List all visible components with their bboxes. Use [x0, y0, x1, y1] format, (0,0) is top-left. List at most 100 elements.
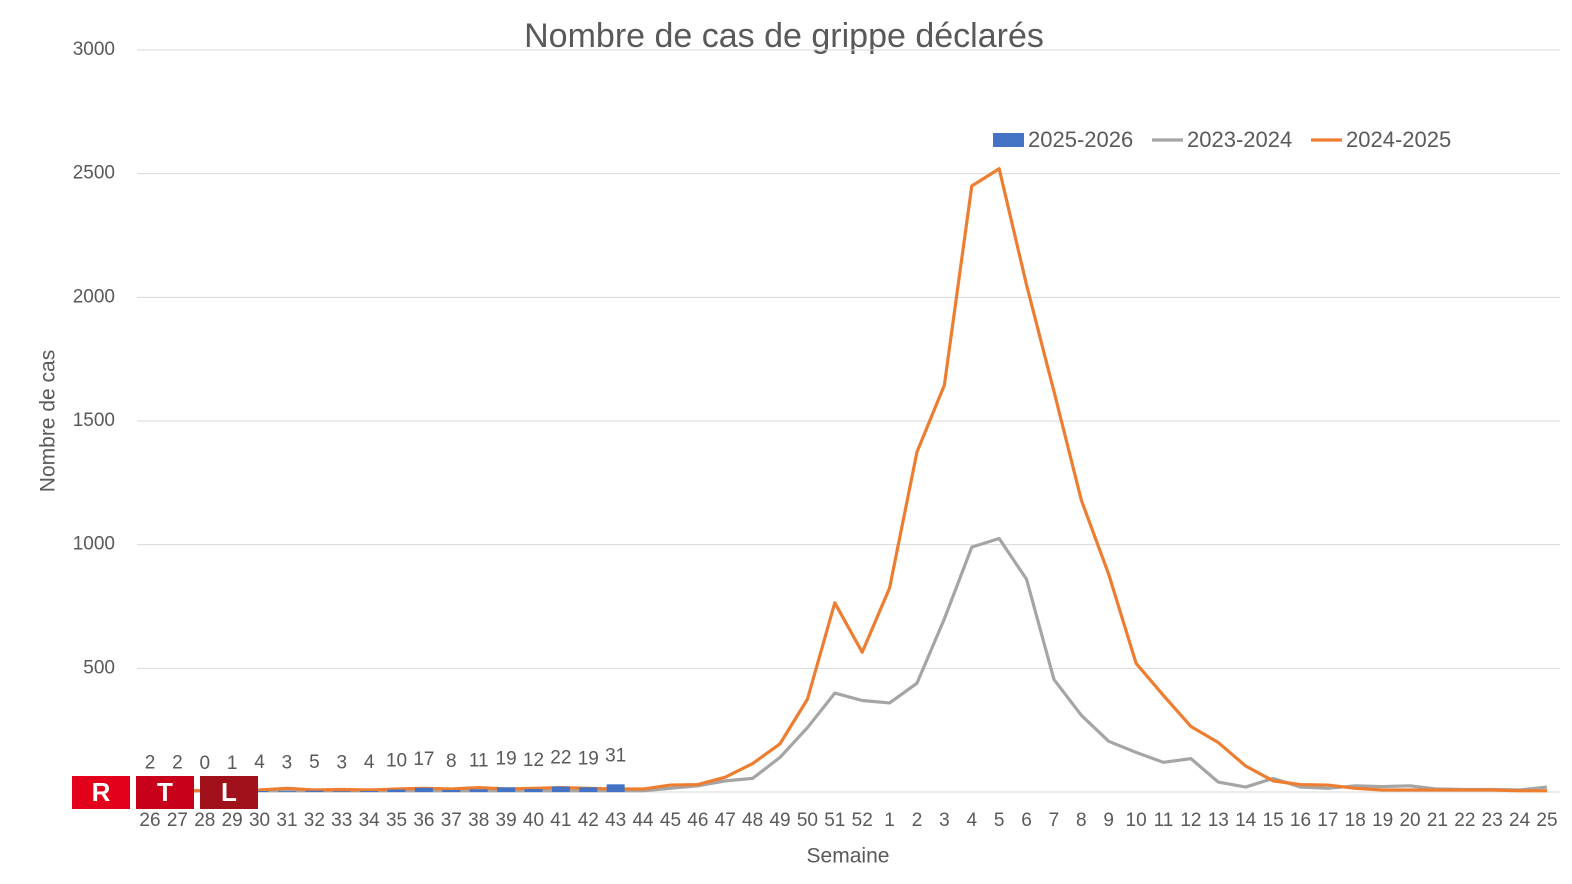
data-label: 19 [578, 748, 599, 769]
x-tick-label: 31 [276, 810, 297, 831]
x-tick-label: 39 [496, 810, 517, 831]
x-tick-label: 3 [939, 810, 950, 831]
bar [332, 791, 351, 792]
x-tick-label: 7 [1049, 810, 1060, 831]
bar [551, 786, 570, 792]
legend-label: 2024-2025 [1346, 127, 1451, 152]
x-tick-label: 8 [1076, 810, 1087, 831]
logo-letter: L [221, 777, 237, 807]
legend-label: 2025-2026 [1028, 127, 1133, 152]
y-tick-label: 3000 [73, 39, 115, 60]
y-tick-label: 1000 [73, 534, 115, 555]
x-tick-label: 24 [1509, 810, 1531, 831]
data-label: 1 [227, 753, 238, 774]
x-tick-label: 17 [1317, 810, 1338, 831]
x-tick-label: 48 [742, 810, 763, 831]
data-label: 4 [254, 752, 265, 773]
x-tick-label: 38 [468, 810, 489, 831]
bar [387, 789, 406, 792]
data-label: 3 [336, 752, 347, 773]
logo-box [200, 776, 258, 809]
y-axis-title: Nombre de cas [37, 350, 60, 492]
x-tick-label: 1 [884, 810, 895, 831]
data-label: 0 [199, 753, 210, 774]
legend-swatch [993, 133, 1024, 147]
x-tick-label: 19 [1372, 810, 1393, 831]
grid: 0500100015002000250030002627282930313233… [73, 39, 1560, 831]
legend: 2025-2026 2023-2024 2024-2025 [993, 127, 1451, 152]
x-tick-label: 36 [413, 810, 434, 831]
x-tick-label: 23 [1482, 810, 1503, 831]
bar [442, 790, 461, 792]
x-tick-label: 40 [523, 810, 544, 831]
x-tick-label: 26 [139, 810, 160, 831]
data-label: 8 [446, 751, 457, 772]
bar [305, 790, 324, 792]
x-tick-label: 22 [1454, 810, 1475, 831]
data-label: 3 [282, 752, 293, 773]
data-label: 31 [605, 745, 626, 766]
data-label: 19 [496, 748, 517, 769]
bar [579, 787, 598, 792]
x-tick-label: 20 [1399, 810, 1420, 831]
data-label: 4 [364, 752, 375, 773]
data-label: 5 [309, 752, 320, 773]
y-tick-label: 2500 [73, 163, 115, 184]
line [150, 167, 1547, 793]
legend-label: 2023-2024 [1187, 127, 1292, 152]
x-tick-label: 16 [1290, 810, 1311, 831]
data-label: 11 [469, 750, 489, 771]
logo-letter: T [157, 777, 173, 807]
plot-area: 2 2 0 1 4 3 5 3 4 10 17 8 11 19 12 22 19 31 [141, 167, 1548, 793]
x-tick-label: 33 [331, 810, 352, 831]
x-tick-label: 25 [1536, 810, 1557, 831]
x-tick-label: 5 [994, 810, 1005, 831]
data-label: 17 [413, 749, 434, 770]
x-tick-label: 2 [912, 810, 923, 831]
bar [524, 789, 543, 792]
x-tick-label: 49 [769, 810, 790, 831]
x-tick-label: 12 [1180, 810, 1201, 831]
x-tick-label: 14 [1235, 810, 1257, 831]
x-tick-label: 30 [249, 810, 270, 831]
x-tick-label: 50 [797, 810, 818, 831]
bar [360, 791, 379, 792]
x-tick-label: 4 [966, 810, 977, 831]
x-tick-label: 28 [194, 810, 215, 831]
y-tick-label: 1500 [73, 410, 115, 431]
y-tick-label: 2000 [73, 286, 115, 307]
x-tick-label: 52 [852, 810, 873, 831]
bar [414, 787, 433, 792]
x-tick-label: 43 [605, 810, 626, 831]
x-tick-label: 32 [304, 810, 325, 831]
logo-box [72, 776, 130, 809]
x-tick-label: 11 [1154, 810, 1174, 831]
x-tick-label: 42 [578, 810, 599, 831]
bar [277, 791, 296, 792]
data-label: 10 [386, 751, 407, 772]
y-tick-label: 500 [83, 657, 115, 678]
x-tick-label: 6 [1021, 810, 1032, 831]
x-tick-label: 35 [386, 810, 407, 831]
bar [469, 789, 488, 792]
x-tick-label: 41 [550, 810, 571, 831]
bar [250, 791, 269, 792]
data-label: 12 [523, 750, 544, 771]
x-tick-label: 10 [1126, 810, 1147, 831]
x-tick-label: 34 [359, 810, 381, 831]
bar [606, 784, 625, 792]
x-tick-label: 9 [1103, 810, 1114, 831]
data-label: 22 [550, 748, 571, 769]
logo-box [136, 776, 194, 809]
chart-title: Nombre de cas de grippe déclarés [524, 17, 1044, 55]
x-tick-label: 47 [715, 810, 736, 831]
data-label: 2 [172, 753, 183, 774]
x-tick-label: 45 [660, 810, 681, 831]
x-tick-label: 46 [687, 810, 708, 831]
x-tick-label: 13 [1208, 810, 1229, 831]
x-axis-title: Semaine [807, 845, 890, 868]
x-tick-label: 18 [1345, 810, 1366, 831]
x-tick-label: 37 [441, 810, 462, 831]
